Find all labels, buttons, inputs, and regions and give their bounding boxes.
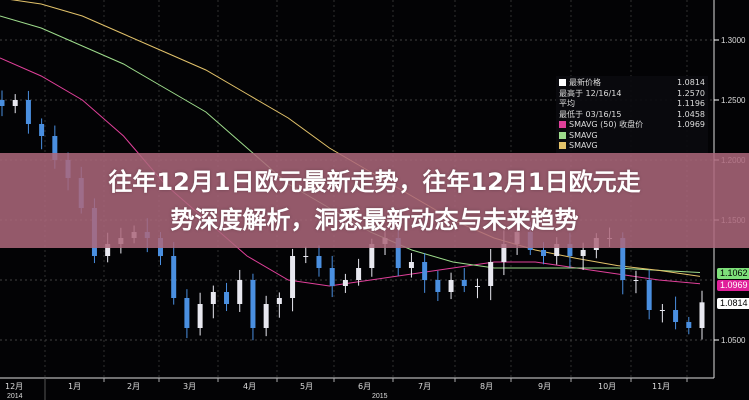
legend-row: 平均 1.1196: [559, 99, 705, 110]
candle-body: [461, 280, 467, 286]
candle-body: [52, 136, 58, 160]
x-tick-label: 9月: [538, 382, 551, 391]
legend-swatch: [559, 131, 566, 139]
x-tick-label: 11月: [652, 382, 670, 391]
legend-row: 最低于 03/16/15 1.0458: [559, 110, 705, 121]
legend-label: 最低于 03/16/15: [559, 109, 622, 119]
candle-body: [369, 244, 375, 268]
candle-body: [316, 256, 322, 268]
x-tick-label: 3月: [183, 382, 196, 391]
candle-body: [0, 100, 5, 106]
candle-body: [633, 280, 639, 281]
legend-row: SMAVG (50) 收盘价 1.0969: [559, 120, 705, 131]
x-tick-label: 5月: [300, 382, 313, 391]
legend-swatch: [559, 121, 566, 128]
candle-body: [276, 298, 282, 304]
candle-body: [488, 262, 494, 286]
candle-body: [25, 100, 31, 124]
legend-label: SMAVG (50) 收盘价: [569, 120, 644, 129]
candle-body: [474, 286, 480, 287]
candle-body: [395, 238, 401, 268]
title-line-2: 势深度解析，洞悉最新动态与未来趋势: [170, 205, 579, 234]
candle-body: [12, 100, 18, 106]
legend-value: 1.0458: [677, 109, 705, 119]
sma100-price-label: 1.1062: [717, 268, 749, 279]
legend-label: 最高于 12/16/14: [559, 88, 622, 98]
x-tick-label: 12月: [5, 382, 23, 391]
candle-body: [580, 250, 586, 256]
candle-body: [501, 244, 507, 262]
candle-body: [686, 322, 692, 328]
x-year-label: 2015: [372, 393, 388, 400]
legend-label: 最新价格: [569, 78, 601, 87]
candle-body: [448, 280, 454, 292]
candle-body: [356, 268, 362, 280]
x-tick-label: 10月: [598, 382, 616, 391]
y-tick-label: 1.3000: [721, 36, 746, 45]
candle-body: [567, 244, 573, 256]
legend-label: 平均: [559, 99, 575, 108]
candle-body: [342, 280, 348, 286]
legend-row: 最高于 12/16/14 1.2570: [559, 89, 705, 100]
x-tick-label: 4月: [243, 382, 256, 391]
sma50-price-label: 1.0969: [717, 280, 749, 291]
candle-body: [39, 124, 45, 136]
candle-body: [250, 280, 256, 328]
candle-body: [422, 262, 428, 280]
legend-label: SMAVG: [569, 141, 598, 150]
candle-body: [184, 298, 190, 328]
candle-body: [554, 244, 560, 256]
legend-value: 1.2570: [677, 88, 705, 98]
candle-body: [290, 256, 296, 298]
legend-row: 最新价格 1.0814: [559, 78, 705, 89]
candle-body: [673, 310, 679, 322]
legend-swatch: [559, 142, 566, 149]
x-year-label: 2014: [7, 393, 23, 400]
candle-body: [263, 304, 269, 328]
legend-label: SMAVG: [569, 130, 598, 140]
x-tick-label: 6月: [358, 382, 371, 391]
title-banner: 往年12月1日欧元最新走势，往年12月1日欧元走 势深度解析，洞悉最新动态与未来…: [0, 153, 749, 248]
candle-body: [237, 280, 243, 304]
legend-row: SMAVG: [559, 141, 705, 152]
x-tick-label: 1月: [68, 382, 81, 391]
candle-body: [329, 268, 335, 286]
x-tick-label: 7月: [418, 382, 431, 391]
candle-body: [197, 304, 203, 328]
title-line-1: 往年12月1日欧元最新走势，往年12月1日欧元走: [108, 167, 641, 196]
y-tick-label: 1.2500: [721, 96, 746, 105]
candle-body: [620, 238, 626, 280]
candle-body: [171, 256, 177, 298]
legend-row: SMAVG: [559, 131, 705, 142]
candle-body: [408, 262, 414, 268]
candle-body: [646, 280, 652, 310]
candle-body: [210, 292, 216, 304]
x-tick-label: 2月: [127, 382, 140, 391]
candle-body: [224, 292, 230, 304]
last-price-label: 1.0814: [717, 298, 749, 309]
candle-body: [541, 250, 547, 256]
candle-body: [303, 256, 309, 257]
candle-body: [435, 280, 441, 292]
y-tick-label: 1.0500: [721, 336, 746, 345]
candle-body: [659, 310, 665, 311]
legend-value: 1.0814: [677, 78, 705, 87]
candle-body: [105, 244, 111, 256]
legend-value: 1.0969: [677, 120, 705, 129]
legend-swatch: [559, 79, 566, 86]
legend-value: 1.1196: [677, 99, 705, 108]
chart-legend: 最新价格 1.0814 最高于 12/16/14 1.2570 平均 1.1196 最低于 …: [556, 76, 708, 154]
candle-body: [699, 302, 705, 328]
x-tick-label: 8月: [480, 382, 493, 391]
